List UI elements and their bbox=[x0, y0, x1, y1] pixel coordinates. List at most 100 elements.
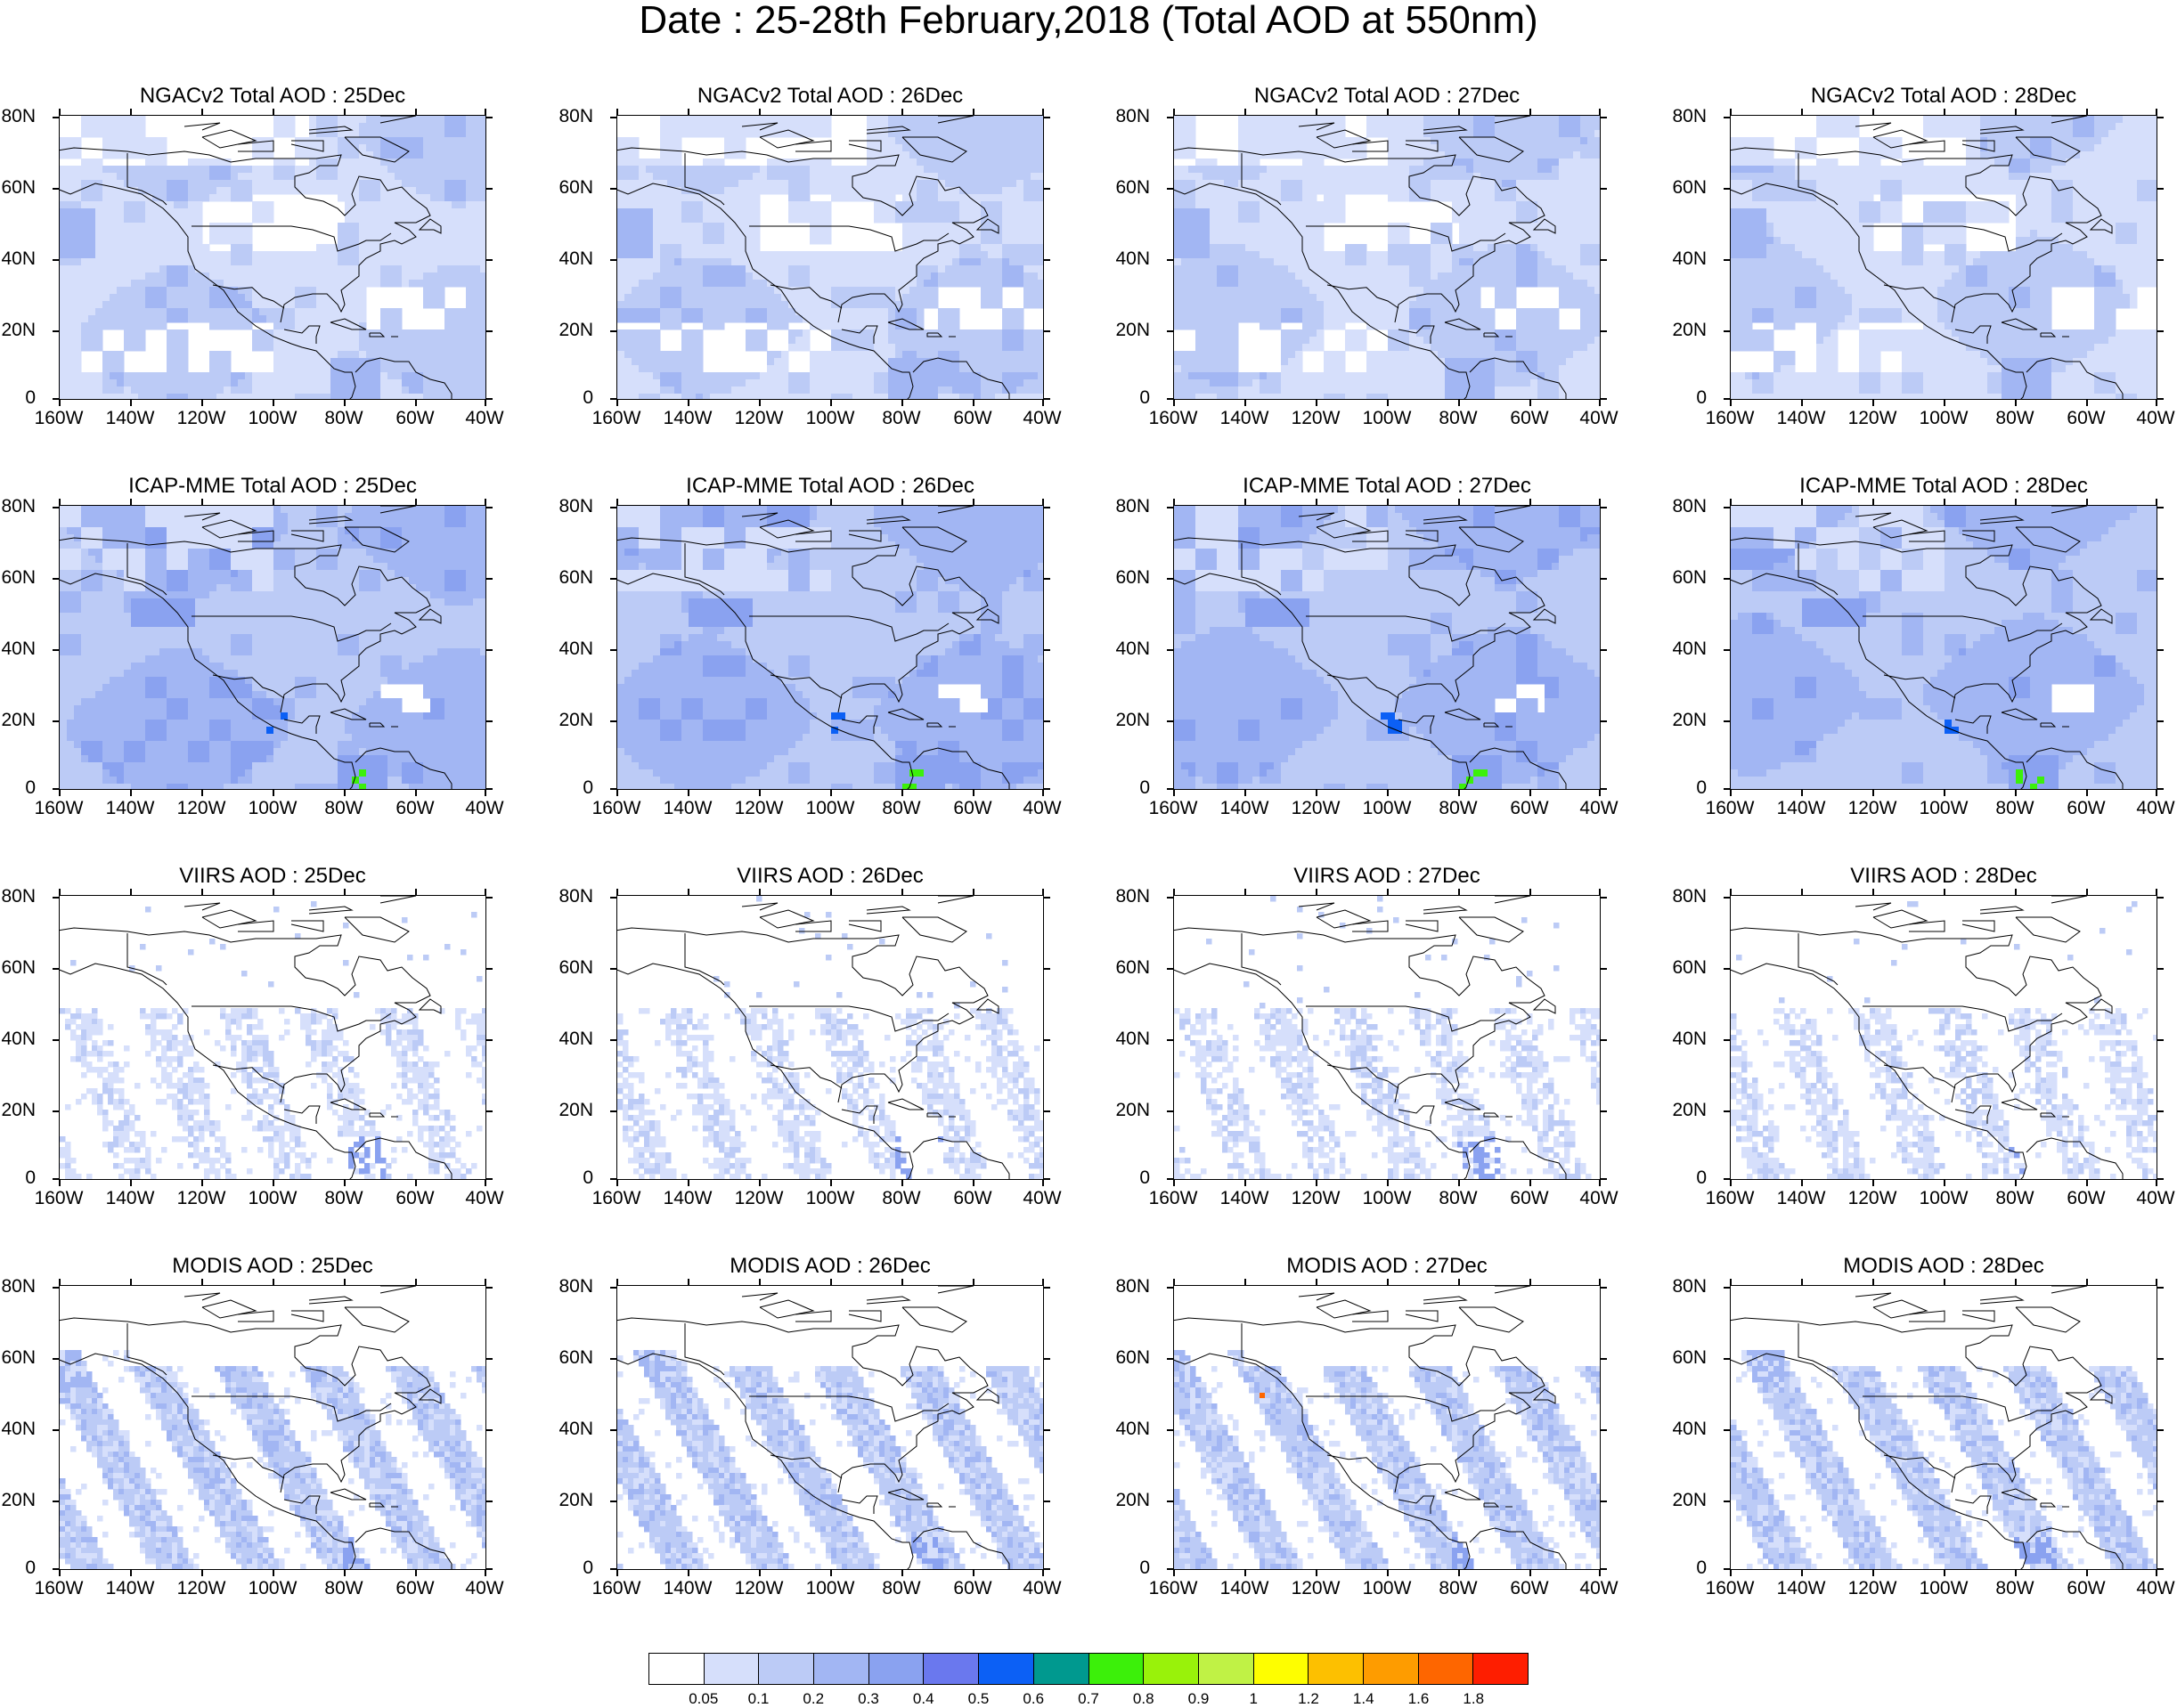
aod-cell bbox=[309, 166, 317, 174]
aod-cell bbox=[1174, 301, 1182, 309]
aod-cell bbox=[867, 315, 875, 323]
aod-cell bbox=[195, 166, 203, 174]
aod-cell bbox=[295, 394, 303, 399]
aod-cell bbox=[338, 187, 346, 195]
aod-cell bbox=[1174, 308, 1182, 316]
aod-cell bbox=[174, 301, 182, 309]
aod-cell bbox=[860, 365, 868, 373]
aod-cell bbox=[1203, 322, 1211, 330]
aod-cell bbox=[1195, 272, 1203, 281]
aod-cell bbox=[74, 223, 82, 231]
aod-cell bbox=[181, 187, 189, 195]
aod-cell bbox=[1309, 123, 1317, 131]
aod-cell bbox=[402, 208, 410, 216]
aod-cell bbox=[387, 365, 395, 373]
aod-cell bbox=[653, 329, 661, 338]
aod-cell bbox=[917, 280, 925, 288]
aod-cell bbox=[852, 379, 860, 387]
aod-cell bbox=[902, 308, 910, 316]
aod-cell bbox=[1324, 194, 1332, 202]
aod-cell bbox=[774, 130, 782, 138]
aod-cell bbox=[845, 322, 853, 330]
aod-cell bbox=[373, 208, 381, 216]
aod-cell bbox=[345, 287, 353, 295]
aod-cell bbox=[466, 137, 474, 145]
aod-cell bbox=[824, 159, 832, 167]
aod-cell bbox=[1274, 386, 1282, 394]
aod-cell bbox=[1359, 166, 1367, 174]
aod-cell bbox=[1210, 194, 1218, 202]
aod-cell bbox=[102, 365, 110, 373]
lat-tick-label: 60N bbox=[1, 178, 36, 198]
aod-cell bbox=[874, 394, 882, 399]
aod-cell bbox=[617, 144, 625, 152]
aod-cell bbox=[1338, 372, 1346, 380]
aod-cell bbox=[681, 315, 689, 323]
aod-cell bbox=[902, 344, 910, 352]
aod-cell bbox=[1295, 258, 1303, 266]
aod-cell bbox=[952, 351, 960, 359]
aod-cell bbox=[380, 173, 388, 181]
aod-cell bbox=[60, 394, 68, 399]
aod-cell bbox=[81, 272, 89, 281]
lat-tick bbox=[486, 188, 493, 190]
aod-cell bbox=[1023, 194, 1031, 202]
aod-cell bbox=[452, 280, 460, 288]
aod-cell bbox=[831, 180, 839, 188]
aod-cell bbox=[738, 144, 746, 152]
aod-cell bbox=[309, 287, 317, 295]
aod-cell bbox=[1345, 280, 1353, 288]
aod-cell bbox=[974, 244, 982, 252]
aod-cell bbox=[88, 329, 96, 338]
aod-cell bbox=[1324, 351, 1332, 359]
aod-cell bbox=[1352, 173, 1360, 181]
aod-cell bbox=[238, 372, 246, 380]
aod-cell bbox=[1324, 173, 1332, 181]
aod-cell bbox=[831, 386, 839, 394]
aod-cell bbox=[387, 372, 395, 380]
aod-cell bbox=[110, 272, 118, 281]
aod-cell bbox=[909, 322, 917, 330]
aod-cell bbox=[1174, 265, 1182, 273]
aod-cell bbox=[874, 386, 882, 394]
aod-cell bbox=[917, 287, 925, 295]
aod-cell bbox=[1288, 337, 1296, 345]
aod-cell bbox=[259, 301, 267, 309]
aod-cell bbox=[895, 386, 903, 394]
aod-cell bbox=[795, 315, 803, 323]
aod-cell bbox=[1009, 159, 1017, 167]
aod-cell bbox=[437, 137, 445, 145]
aod-cell bbox=[459, 272, 467, 281]
aod-cell bbox=[452, 159, 460, 167]
aod-cell bbox=[867, 251, 875, 259]
aod-cell bbox=[624, 180, 632, 188]
aod-cell bbox=[352, 230, 360, 238]
aod-cell bbox=[1281, 194, 1289, 202]
aod-cell bbox=[181, 394, 189, 399]
aod-cell bbox=[674, 144, 682, 152]
aod-cell bbox=[430, 187, 438, 195]
aod-cell bbox=[409, 130, 417, 138]
aod-cell bbox=[810, 351, 818, 359]
aod-cell bbox=[302, 315, 310, 323]
aod-cell bbox=[1331, 251, 1339, 259]
aod-cell bbox=[224, 351, 232, 359]
aod-cell bbox=[1338, 358, 1346, 366]
aod-cell bbox=[653, 301, 661, 309]
aod-cell bbox=[731, 251, 739, 259]
aod-cell bbox=[788, 173, 796, 181]
aod-cell bbox=[717, 166, 725, 174]
aod-cell bbox=[188, 386, 196, 394]
aod-cell bbox=[689, 337, 697, 345]
aod-cell bbox=[760, 386, 768, 394]
lon-tick bbox=[485, 400, 486, 406]
aod-cell bbox=[110, 201, 118, 209]
aod-cell bbox=[138, 394, 146, 399]
aod-cell bbox=[788, 159, 796, 167]
aod-cell bbox=[202, 372, 210, 380]
aod-cell bbox=[231, 315, 239, 323]
aod-cell bbox=[202, 280, 210, 288]
aod-cell bbox=[1009, 216, 1017, 224]
aod-cell bbox=[145, 251, 153, 259]
aod-cell bbox=[981, 194, 989, 202]
